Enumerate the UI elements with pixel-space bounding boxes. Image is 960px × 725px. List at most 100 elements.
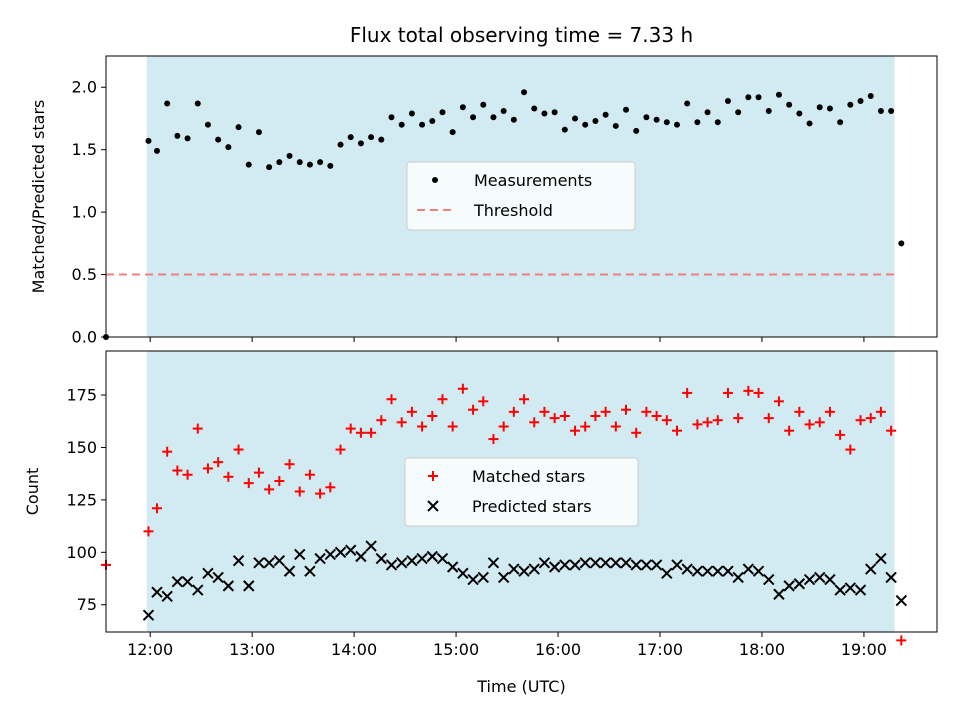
matched-star-point <box>590 411 601 422</box>
bottom-panel: 75 100 125 150 175 12:00 13:00 14:00 15:00 16:00… <box>23 350 938 696</box>
matched-star-point <box>386 394 397 405</box>
measurement-point <box>572 115 579 122</box>
predicted-star-point <box>834 584 846 596</box>
predicted-star-point <box>181 575 194 588</box>
measurement-point <box>541 110 548 117</box>
predicted-star-point <box>538 557 551 569</box>
predicted-star-point <box>610 557 622 569</box>
chart-title: Flux total observing time = 7.33 h <box>350 23 693 47</box>
matched-star-point <box>773 396 784 407</box>
matched-star-point <box>570 425 581 436</box>
matched-star-point <box>376 415 387 426</box>
measurement-point <box>419 121 426 128</box>
matched-star-point <box>396 417 407 428</box>
predicted-star-point <box>865 563 877 575</box>
matched-star-point <box>896 635 907 646</box>
matched-star-point <box>661 415 672 426</box>
x-tick-label: 15:00 <box>433 640 479 659</box>
measurement-point <box>735 109 742 116</box>
matched-star-point <box>600 406 611 417</box>
matched-star-point <box>651 411 662 422</box>
predicted-star-point <box>324 548 337 561</box>
measurement-point <box>847 101 854 108</box>
legend-label: Threshold <box>473 201 553 220</box>
predicted-star-point <box>875 552 887 565</box>
legend-marker-x <box>427 500 439 512</box>
predicted-star-point <box>630 559 642 571</box>
matched-star-point <box>478 396 489 407</box>
matched-star-point <box>315 488 326 499</box>
measurement-point <box>327 162 334 169</box>
measurement-point <box>194 100 201 107</box>
measurement-point <box>551 109 558 116</box>
predicted-star-point <box>263 557 275 569</box>
legend-label: Predicted stars <box>472 497 592 516</box>
predicted-star-point <box>895 594 908 607</box>
measurement-point <box>408 110 415 117</box>
predicted-star-point <box>548 561 561 573</box>
matched-star-point <box>886 425 897 436</box>
top-x-ticks <box>149 337 865 342</box>
legend-box <box>404 457 639 527</box>
predicted-star-point <box>569 559 581 571</box>
predicted-star-point <box>406 554 418 567</box>
predicted-star-point <box>334 546 347 559</box>
matched-star-point <box>702 417 713 428</box>
measurement-point <box>623 106 630 113</box>
top-y-axis-label: Matched/Predicted stars <box>29 100 48 294</box>
matched-star-point <box>804 419 815 430</box>
matched-star-point <box>610 421 621 432</box>
measurement-point <box>184 135 191 142</box>
measurement-point <box>724 97 731 104</box>
predicted-star-point <box>426 550 438 563</box>
bottom-y-axis-label: Count <box>23 468 42 516</box>
predicted-star-point <box>365 540 377 552</box>
predicted-star-point <box>232 554 245 567</box>
measurement-point <box>215 136 222 143</box>
predicted-star-point <box>457 567 469 579</box>
matched-star-point <box>814 417 825 428</box>
matched-star-point <box>835 429 846 440</box>
measurement-point <box>306 161 313 168</box>
matched-star-point <box>143 526 154 537</box>
measurement-point <box>255 129 262 136</box>
predicted-star-point <box>508 563 520 575</box>
predicted-star-point <box>691 565 704 577</box>
y-tick-label: 0.5 <box>72 265 97 284</box>
matched-star-point <box>549 413 560 424</box>
measurement-point <box>796 110 803 117</box>
predicted-star-point <box>314 552 326 565</box>
predicted-star-point <box>243 580 255 592</box>
measurement-point <box>174 132 181 139</box>
measurement-point <box>663 119 670 126</box>
y-tick-label: 125 <box>66 490 97 509</box>
matched-star-point <box>498 421 509 432</box>
bottom-axes-frame <box>105 350 938 633</box>
matched-star-point <box>631 427 642 438</box>
measurement-point <box>276 159 283 166</box>
predicted-star-point <box>161 590 173 603</box>
measurement-point <box>368 134 375 141</box>
x-tick-label: 19:00 <box>841 640 887 659</box>
measurement-point <box>266 164 273 171</box>
matched-star-point <box>355 427 366 438</box>
predicted-star-point <box>171 575 184 588</box>
x-tick-label: 14:00 <box>331 640 377 659</box>
matched-star-point <box>427 411 438 422</box>
top-panel: 0.0 0.5 1.0 1.5 2.0 Flux total observing tim… <box>29 23 938 347</box>
x-tick-label: 18:00 <box>739 640 785 659</box>
measurement-point <box>225 144 232 151</box>
measurement-point <box>470 114 477 121</box>
predicted-star-point <box>783 580 795 592</box>
measurement-point <box>684 100 691 107</box>
predicted-star-point <box>742 563 755 575</box>
measurement-point <box>561 126 568 133</box>
measurement-point <box>816 104 823 111</box>
measurement-point <box>755 94 762 101</box>
predicted-star-point <box>701 565 714 577</box>
top-y-ticks: 0.0 0.5 1.0 1.5 2.0 <box>72 78 106 347</box>
predicted-star-point <box>487 557 500 569</box>
predicted-star-point <box>395 557 408 569</box>
matched-star-point <box>406 406 417 417</box>
